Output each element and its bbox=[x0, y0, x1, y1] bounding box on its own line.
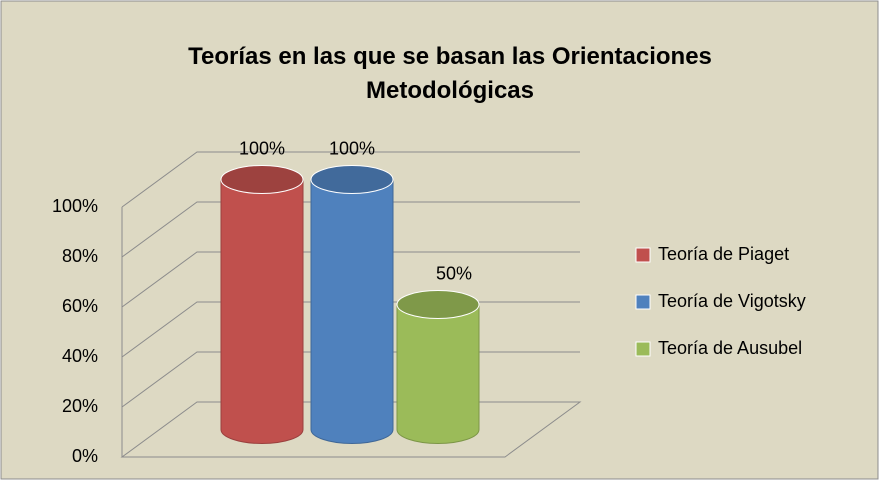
legend-label: Teoría de Ausubel bbox=[658, 338, 802, 358]
y-tick-label: 100% bbox=[52, 196, 98, 216]
floor bbox=[120, 401, 582, 458]
y-tick-label: 80% bbox=[62, 246, 98, 266]
grid-line bbox=[121, 151, 580, 208]
y-tick-label: 60% bbox=[62, 296, 98, 316]
data-label: 50% bbox=[436, 263, 472, 283]
y-tick-label: 40% bbox=[62, 346, 98, 366]
bar-body bbox=[220, 179, 304, 444]
grid-line bbox=[121, 251, 580, 308]
data-label: 100% bbox=[239, 138, 285, 158]
grid-line bbox=[121, 201, 580, 258]
bar-top bbox=[310, 165, 394, 194]
legend-swatch bbox=[635, 341, 651, 357]
y-tick-label: 0% bbox=[72, 446, 98, 466]
legend-swatch bbox=[635, 294, 651, 310]
data-label: 100% bbox=[329, 138, 375, 158]
legend-label: Teoría de Piaget bbox=[658, 244, 789, 264]
legend-label: Teoría de Vigotsky bbox=[658, 291, 806, 311]
y-tick-label: 20% bbox=[62, 396, 98, 416]
bar-body bbox=[396, 304, 480, 444]
chart-title: Teorías en las que se basan las Orientac… bbox=[188, 43, 712, 104]
bar-top bbox=[396, 290, 480, 319]
legend-swatch bbox=[635, 247, 651, 263]
bar-body bbox=[310, 179, 394, 444]
bar-top bbox=[220, 165, 304, 194]
